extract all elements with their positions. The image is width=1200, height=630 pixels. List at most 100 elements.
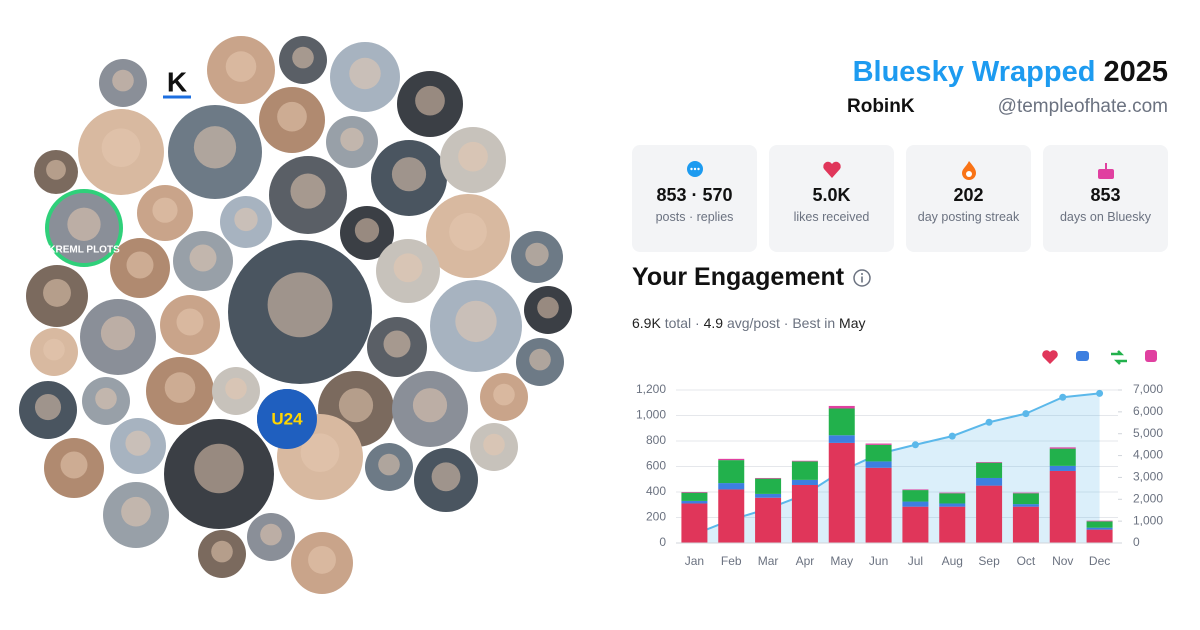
x-tick-label: Sep xyxy=(978,554,1000,568)
line-point xyxy=(1022,410,1030,418)
bar-segment xyxy=(976,462,1003,463)
y2-tick-label: 5,000 xyxy=(1133,426,1163,440)
legend-icon[interactable] xyxy=(1042,350,1058,364)
legend-icon[interactable] xyxy=(1076,351,1089,361)
bar-segment xyxy=(1012,506,1039,543)
title-year: 2025 xyxy=(1103,56,1168,88)
y-tick-label: 800 xyxy=(646,433,666,447)
info-icon[interactable] xyxy=(852,268,872,288)
avatar-face xyxy=(338,388,374,423)
stat-card: 202 day posting streak xyxy=(906,145,1031,252)
avatar-face xyxy=(267,272,333,338)
avatar-face xyxy=(164,372,196,403)
bar-segment xyxy=(1049,465,1076,471)
avatar-face xyxy=(176,308,204,336)
avatar-face xyxy=(483,433,505,456)
x-tick-label: May xyxy=(830,554,853,568)
avatar-face xyxy=(458,141,488,172)
avatar-face xyxy=(100,316,136,351)
section-title: Your Engagement xyxy=(632,263,845,291)
avatar-face xyxy=(391,157,427,192)
line-point xyxy=(911,441,919,449)
bar-segment xyxy=(1012,492,1039,494)
bar-segment xyxy=(791,460,818,462)
title-main: Bluesky Wrapped xyxy=(852,56,1096,88)
stat-value: 853 · 570 xyxy=(656,185,733,205)
bar-segment xyxy=(755,477,782,479)
bar-segment xyxy=(718,483,745,490)
y2-tick-label: 0 xyxy=(1133,535,1140,549)
summary-part: 4.9 xyxy=(703,315,724,331)
bar-segment xyxy=(1012,504,1039,507)
bar-segment xyxy=(1086,529,1113,543)
bar-segment xyxy=(828,442,855,543)
x-tick-label: Mar xyxy=(758,554,779,568)
bar-segment xyxy=(976,477,1003,486)
bar-segment xyxy=(902,501,929,507)
avatar-face xyxy=(431,462,461,492)
y2-tick-label: 6,000 xyxy=(1133,404,1163,418)
x-tick-label: Aug xyxy=(942,554,963,568)
avatar-cloud: K KREML PLOTS U24 xyxy=(19,36,572,594)
bar-segment xyxy=(865,444,892,462)
bar-segment xyxy=(681,492,708,501)
bar-segment xyxy=(939,493,966,504)
avatar-face xyxy=(95,387,117,410)
avatar-face xyxy=(126,251,154,279)
avatar-face xyxy=(60,451,88,479)
avatar-face xyxy=(43,278,71,307)
y-tick-label: 600 xyxy=(646,459,666,473)
bar-segment xyxy=(791,461,818,480)
logo-text: K xyxy=(167,66,187,97)
avatar-face xyxy=(455,300,497,343)
bar-segment xyxy=(976,462,1003,478)
avatar-face xyxy=(529,348,551,371)
avatar-face xyxy=(121,496,151,527)
bar-segment xyxy=(681,492,708,493)
avatar-face xyxy=(292,46,314,69)
bar-segment xyxy=(718,460,745,484)
avatar-face xyxy=(300,433,340,473)
avatar-face xyxy=(234,207,258,232)
avatar-face xyxy=(112,69,134,92)
line-point xyxy=(948,432,956,440)
avatar xyxy=(257,389,317,449)
avatar-face xyxy=(383,330,411,358)
bar-segment xyxy=(1086,527,1113,530)
bar-segment xyxy=(939,492,966,494)
stat-card: 853 · 570 posts · replies xyxy=(632,145,757,252)
avatar-face xyxy=(349,57,381,90)
avatar-face xyxy=(101,128,141,168)
line-point xyxy=(1059,393,1067,401)
x-tick-label: Feb xyxy=(721,554,742,568)
avatar-face xyxy=(525,242,549,267)
x-tick-label: Apr xyxy=(796,554,815,568)
y-tick-label: 1,200 xyxy=(636,382,666,396)
bar-segment xyxy=(865,443,892,445)
avatar-face xyxy=(393,253,423,283)
avatar-face xyxy=(308,545,336,574)
y-tick-label: 400 xyxy=(646,484,666,498)
avatar-face xyxy=(34,394,62,421)
bar-segment xyxy=(1086,521,1113,528)
summary: 6.9K total · 4.9 avg/post · Best in May xyxy=(632,299,865,331)
bar-segment xyxy=(755,478,782,494)
y2-tick-label: 4,000 xyxy=(1133,448,1163,462)
avatar-face xyxy=(193,126,237,169)
stat-label: day posting streak xyxy=(917,210,1020,224)
bar-segment xyxy=(865,461,892,468)
bar-segment xyxy=(902,490,929,502)
bar-segment xyxy=(1049,448,1076,466)
avatar-face xyxy=(277,101,307,132)
legend-icon[interactable] xyxy=(1111,350,1127,365)
bar-segment xyxy=(902,489,929,491)
bar-segment xyxy=(939,506,966,543)
avatar-face xyxy=(378,453,400,476)
x-tick-label: Dec xyxy=(1089,554,1110,568)
legend-icon[interactable] xyxy=(1145,350,1157,362)
stat-label: posts · replies xyxy=(655,210,734,224)
y-tick-label: 1,000 xyxy=(636,408,666,422)
bar-segment xyxy=(681,503,708,543)
bar-segment xyxy=(865,467,892,543)
avatar-face xyxy=(194,443,244,494)
